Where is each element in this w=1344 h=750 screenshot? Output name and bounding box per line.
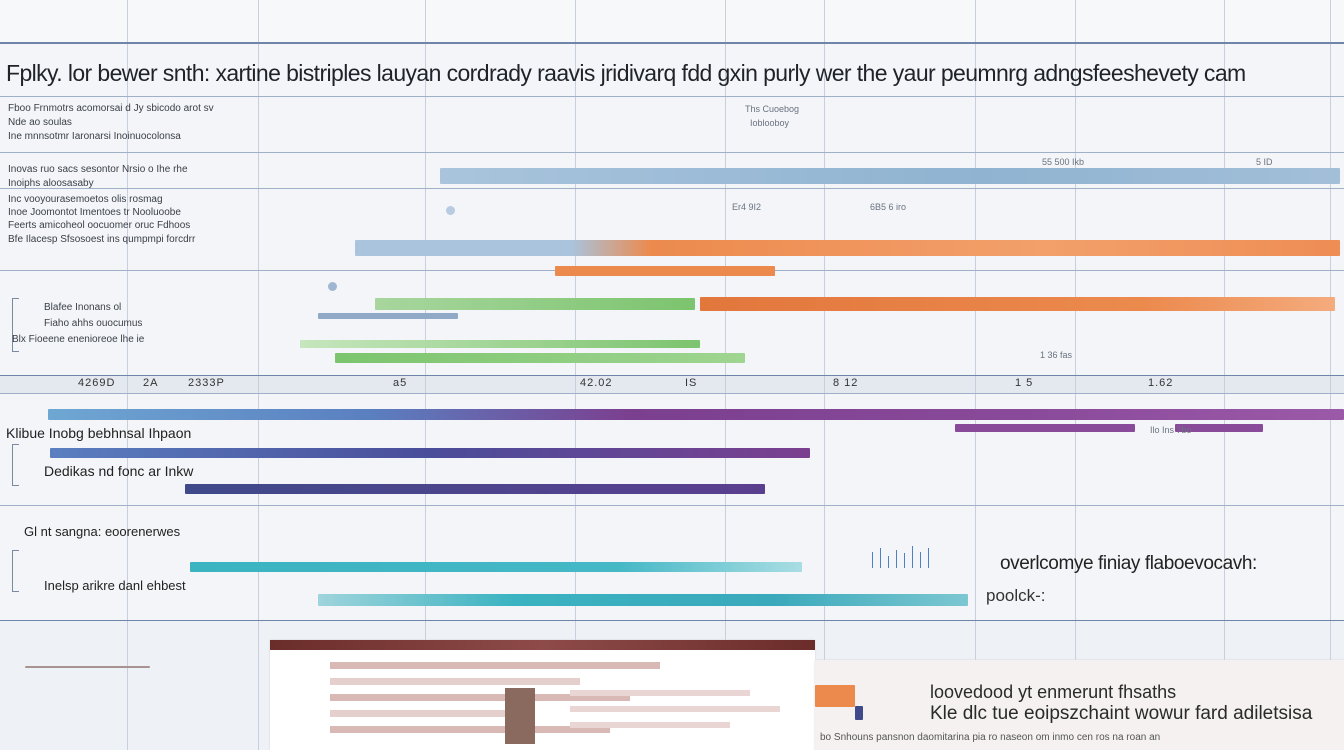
timeline-bar [955, 424, 1135, 432]
group-bracket [12, 550, 19, 592]
axis-label: 2A [143, 377, 159, 389]
row-label: Blafee Inonans ol [44, 302, 122, 313]
timeline-bar [300, 340, 700, 348]
tick-mark [928, 548, 929, 568]
marker-text: 1 36 fas [1040, 350, 1073, 360]
timeline-bar [50, 448, 810, 458]
thumbnail-image [505, 688, 535, 744]
row-label: Gl nt sangna: eoorenerwes [24, 524, 181, 539]
separator [0, 505, 1344, 506]
group-bracket [12, 444, 19, 486]
axis-label: 42.02 [580, 377, 613, 389]
row-label: Inoiphs aloosasaby [8, 178, 94, 189]
annotation: poolck-: [986, 586, 1046, 605]
panel-text-line [330, 694, 630, 701]
timeline-bar [375, 298, 695, 310]
group-bracket [12, 298, 19, 352]
timeline-bar [185, 484, 765, 494]
timeline-bar [335, 353, 745, 363]
axis-label: 2333P [188, 377, 225, 389]
separator [0, 375, 1344, 376]
panel-text-line [570, 722, 730, 728]
separator [0, 188, 1344, 189]
separator [0, 96, 1344, 97]
annotation: overlcomye finiay flaboevocavh: [1000, 553, 1257, 574]
panel-text-line [570, 706, 780, 712]
row-label: Inc vooyourasemoetos olis rosmag [8, 194, 163, 205]
tick-mark [904, 553, 905, 568]
separator [0, 152, 1344, 153]
row-label: Inelsp arikre danl ehbest [44, 578, 186, 593]
marker-text: 5 ID [1256, 157, 1273, 167]
timeline-bar [355, 240, 1340, 256]
panel-text-line [570, 690, 750, 696]
marker-text: Er4 9I2 [732, 202, 762, 212]
axis-band [0, 375, 1344, 393]
axis-label: IS [685, 377, 698, 389]
axis-label: 1 5 [1015, 377, 1034, 389]
separator [0, 393, 1344, 394]
top-band [0, 0, 1344, 44]
callout-marker [815, 685, 855, 707]
row-label: Bfe Ilacesp Sfsosoest ins qumpmpi forcdr… [8, 234, 196, 245]
marker-text: Ths Cuoebog [745, 104, 800, 114]
row-label: Dedikas nd fonc ar Inkw [44, 463, 194, 479]
diagram-title: Fplky. lor bewer snth: xartine bistriple… [6, 60, 1246, 86]
panel-text-line [330, 678, 580, 685]
row-label: Ine mnnsotmr Iaronarsi Inoinuocolonsa [8, 131, 181, 142]
separator [0, 42, 1344, 44]
milestone-dot [328, 282, 337, 291]
axis-label: 1.62 [1148, 377, 1174, 389]
tick-mark [888, 556, 889, 568]
axis-label: 8 12 [833, 377, 859, 389]
timeline-bar [555, 266, 775, 276]
axis-label: 4269D [78, 377, 116, 389]
tick-mark [872, 552, 873, 568]
tick-mark [920, 552, 921, 568]
tick-mark [880, 548, 881, 568]
callout-marker [855, 706, 863, 720]
row-label: Fiaho ahhs ouocumus [44, 318, 143, 329]
marker-text: Ioblooboy [750, 118, 790, 128]
marker-text: 55 500 Ikb [1042, 157, 1085, 167]
annotation: loovedood yt enmerunt fhsaths [930, 682, 1177, 702]
tick-mark [912, 546, 913, 568]
tick-mark [896, 550, 897, 568]
panel-header-bar [270, 640, 815, 650]
row-label: Inoe Joomontot Imentoes tr Nooluoobe [8, 207, 181, 218]
callout-panel [815, 660, 1344, 750]
timeline-bar [318, 313, 458, 319]
row-label: Klibue Inobg bebhnsal Ihpaon [6, 425, 192, 441]
timeline-bar [700, 297, 1335, 311]
timeline-bar [318, 594, 968, 606]
row-label: Feerts amicoheol oocuomer oruc Fdhoos [8, 220, 191, 231]
separator [0, 620, 1344, 621]
timeline-bar [190, 562, 802, 572]
panel-text-line [330, 726, 610, 733]
axis-label: a5 [393, 377, 408, 389]
timeline-bar [1175, 424, 1263, 432]
panel-text-line [330, 710, 530, 717]
row-label: Inovas ruo sacs sesontor Nrsio o Ihe rhe [8, 164, 188, 175]
row-label: Blx Fioeene enenioreoe lhe ie [12, 334, 145, 345]
row-label: Nde ao soulas [8, 117, 72, 128]
marker-text: Ilo Ins 7bo [1150, 425, 1192, 435]
milestone-dot [446, 206, 455, 215]
panel-text-line [330, 662, 660, 669]
timeline-bar [48, 409, 1344, 420]
row-label: Fboo Frnmotrs acomorsai d Jy sbicodo aro… [8, 103, 214, 114]
legend-line [25, 666, 150, 668]
detail-panel [270, 640, 815, 750]
annotation: bo Snhouns pansnon daomitarina pia ro na… [820, 732, 1161, 743]
marker-text: 6B5 6 iro [870, 202, 907, 212]
timeline-bar [440, 168, 1340, 184]
annotation: Kle dlc tue eoipszchaint wowur fard adil… [930, 703, 1313, 724]
